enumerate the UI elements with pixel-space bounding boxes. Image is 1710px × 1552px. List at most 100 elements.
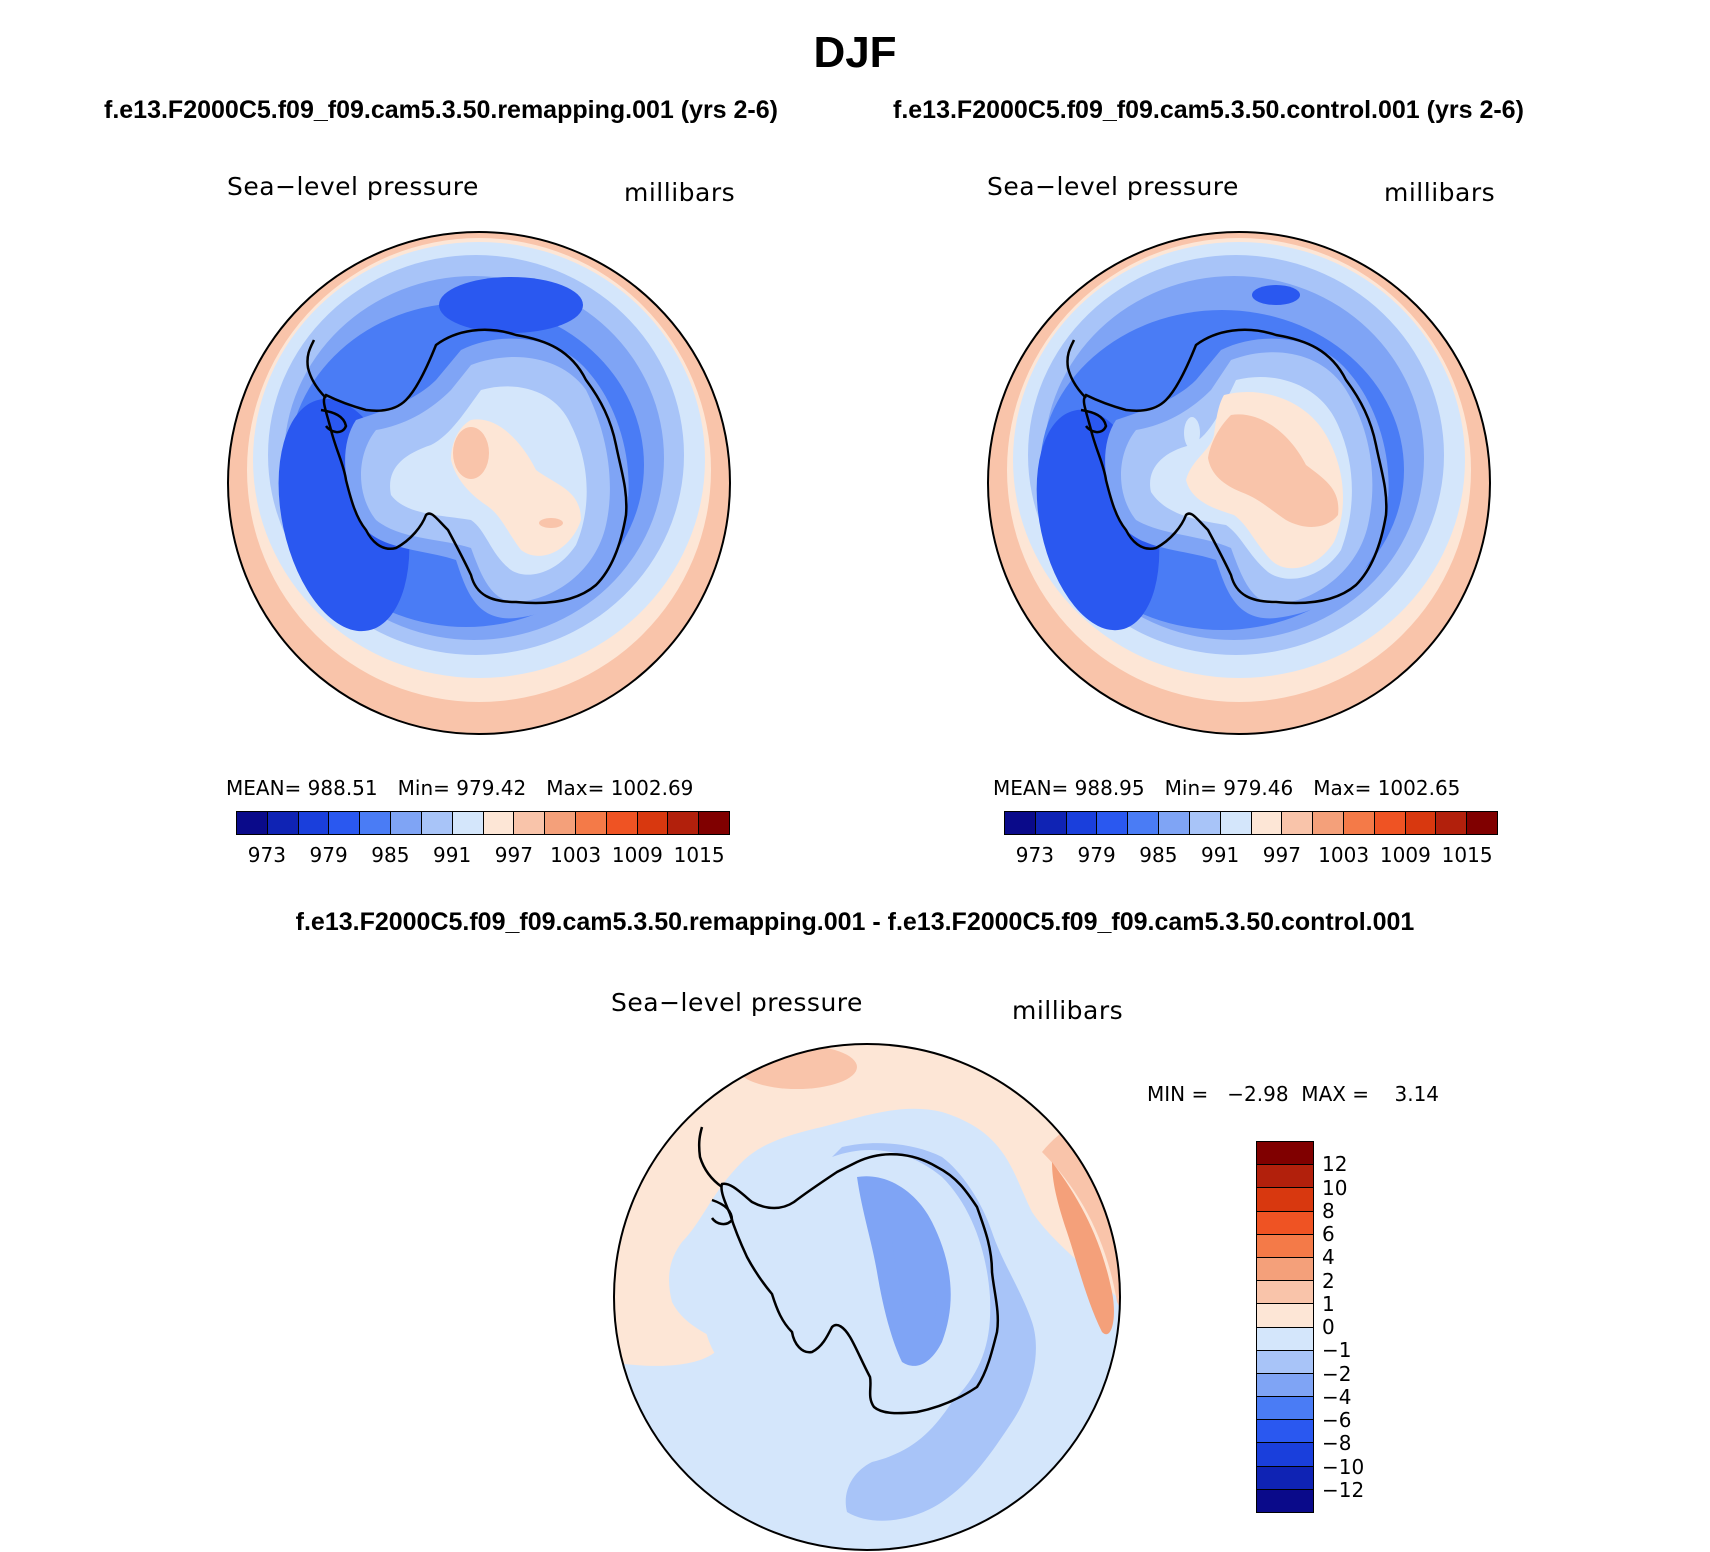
- colorbar-swatch: [360, 812, 392, 834]
- colorbar-swatch: [1257, 1489, 1313, 1512]
- colorbar-swatch: [1257, 1165, 1313, 1189]
- colorbar-tick-label: 985: [1139, 843, 1178, 867]
- colorbar-swatch: [329, 812, 361, 834]
- colorbar-tick-label: −10: [1322, 1454, 1365, 1479]
- colorbar-swatch: [637, 812, 669, 834]
- panel-1-colorbar: [236, 811, 730, 835]
- colorbar-tick-label: 2: [1322, 1268, 1335, 1293]
- colorbar-tick-label: −6: [1322, 1408, 1352, 1432]
- colorbar-swatch: [1257, 1211, 1313, 1235]
- colorbar-swatch: [1257, 1466, 1313, 1490]
- colorbar-swatch: [421, 812, 453, 834]
- panel-2-min: Min= 979.46: [1164, 776, 1294, 800]
- colorbar-tick-label: −1: [1322, 1338, 1352, 1363]
- colorbar-tick-label: 979: [1077, 843, 1116, 867]
- colorbar-tick-label: 4: [1322, 1245, 1335, 1270]
- colorbar-swatch: [575, 812, 607, 834]
- panel-1-colorbar-ticks: 973 979 985 991 997 1003 1009 1015: [236, 843, 730, 871]
- colorbar-tick-label: 6: [1322, 1222, 1335, 1246]
- colorbar-tick-label: 1009: [1379, 843, 1431, 867]
- colorbar-swatch: [1257, 1257, 1313, 1282]
- colorbar-swatch: [1343, 812, 1375, 834]
- colorbar-swatch: [1257, 1234, 1313, 1258]
- colorbar-swatch: [1436, 812, 1468, 834]
- colorbar-tick-label: 1003: [550, 843, 602, 867]
- difference-minmax: MIN = −2.98 MAX = 3.14: [1147, 1082, 1440, 1106]
- colorbar-swatch: [1257, 1420, 1313, 1444]
- colorbar-tick-label: 997: [1262, 843, 1301, 867]
- colorbar-swatch: [1405, 812, 1437, 834]
- colorbar-swatch: [1257, 1281, 1313, 1305]
- panel-2-units-label: millibars: [1384, 178, 1496, 207]
- colorbar-swatch: [1066, 812, 1098, 834]
- panel-1-map: [227, 231, 731, 735]
- colorbar-swatch: [1282, 812, 1314, 834]
- colorbar-tick-label: 1: [1322, 1291, 1335, 1316]
- colorbar-swatch: [1035, 812, 1067, 834]
- panel-1-max: Max= 1002.69: [546, 776, 694, 800]
- colorbar-swatch: [699, 812, 729, 834]
- panel-2-variable-label: Sea−level pressure: [987, 172, 1239, 201]
- colorbar-swatch: [1128, 812, 1160, 834]
- colorbar-swatch: [1257, 1142, 1313, 1166]
- difference-variable-label: Sea−level pressure: [611, 988, 863, 1017]
- colorbar-tick-label: 973: [1015, 843, 1054, 867]
- colorbar-swatch: [1374, 812, 1406, 834]
- colorbar-swatch: [1159, 812, 1190, 834]
- colorbar-tick-label: −8: [1322, 1431, 1352, 1456]
- colorbar-swatch: [1097, 812, 1129, 834]
- colorbar-tick-label: 973: [247, 843, 286, 867]
- colorbar-tick-label: 991: [433, 843, 472, 867]
- colorbar-tick-label: 8: [1322, 1198, 1335, 1223]
- colorbar-swatch: [1251, 812, 1283, 834]
- colorbar-tick-label: 997: [494, 843, 533, 867]
- colorbar-swatch: [1257, 1443, 1313, 1467]
- colorbar-tick-label: 12: [1322, 1152, 1348, 1177]
- colorbar-swatch: [267, 812, 299, 834]
- colorbar-swatch: [1257, 1188, 1313, 1212]
- panel-1-stats: MEAN= 988.51 Min= 979.42 Max= 1002.69: [226, 776, 713, 800]
- colorbar-swatch: [1257, 1304, 1313, 1328]
- panel-2-map: [987, 231, 1491, 735]
- colorbar-swatch: [391, 812, 422, 834]
- colorbar-swatch: [668, 812, 700, 834]
- colorbar-tick-label: 1009: [611, 843, 663, 867]
- colorbar-tick-label: 1015: [673, 843, 725, 867]
- panel-2-max: Max= 1002.65: [1313, 776, 1461, 800]
- colorbar-swatch: [606, 812, 638, 834]
- colorbar-swatch: [298, 812, 330, 834]
- colorbar-tick-label: 1003: [1318, 843, 1370, 867]
- colorbar-swatch: [1257, 1350, 1313, 1374]
- difference-map: [613, 1043, 1121, 1551]
- colorbar-swatch: [1257, 1397, 1313, 1421]
- colorbar-tick-label: 979: [309, 843, 348, 867]
- colorbar-tick-label: 1015: [1441, 843, 1493, 867]
- difference-colorbar: [1256, 1141, 1314, 1513]
- main-title: DJF: [813, 28, 897, 77]
- colorbar-swatch: [1467, 812, 1497, 834]
- colorbar-tick-label: −2: [1322, 1361, 1352, 1386]
- colorbar-swatch: [452, 812, 484, 834]
- colorbar-swatch: [483, 812, 515, 834]
- colorbar-tick-label: 985: [371, 843, 410, 867]
- colorbar-tick-label: −12: [1322, 1477, 1365, 1502]
- panel-1-min: Min= 979.42: [397, 776, 527, 800]
- colorbar-swatch: [237, 812, 268, 834]
- panel-2-colorbar: [1004, 811, 1498, 835]
- colorbar-swatch: [545, 812, 576, 834]
- colorbar-swatch: [1257, 1373, 1313, 1398]
- colorbar-swatch: [1220, 812, 1252, 834]
- difference-units-label: millibars: [1012, 996, 1124, 1025]
- panel-2-mean: MEAN= 988.95: [993, 776, 1145, 800]
- colorbar-swatch: [1257, 1327, 1313, 1351]
- panel-1-variable-label: Sea−level pressure: [227, 172, 479, 201]
- panel-2-colorbar-ticks: 973 979 985 991 997 1003 1009 1015: [1004, 843, 1498, 871]
- panel-1-case-title: f.e13.F2000C5.f09_f09.cam5.3.50.remappin…: [104, 96, 778, 124]
- difference-title: f.e13.F2000C5.f09_f09.cam5.3.50.remappin…: [295, 908, 1415, 936]
- colorbar-swatch: [1005, 812, 1036, 834]
- colorbar-tick-label: 991: [1201, 843, 1240, 867]
- colorbar-swatch: [1189, 812, 1221, 834]
- panel-1-mean: MEAN= 988.51: [226, 776, 378, 800]
- panel-2-case-title: f.e13.F2000C5.f09_f09.cam5.3.50.control.…: [893, 96, 1524, 124]
- colorbar-tick-label: 0: [1322, 1315, 1335, 1339]
